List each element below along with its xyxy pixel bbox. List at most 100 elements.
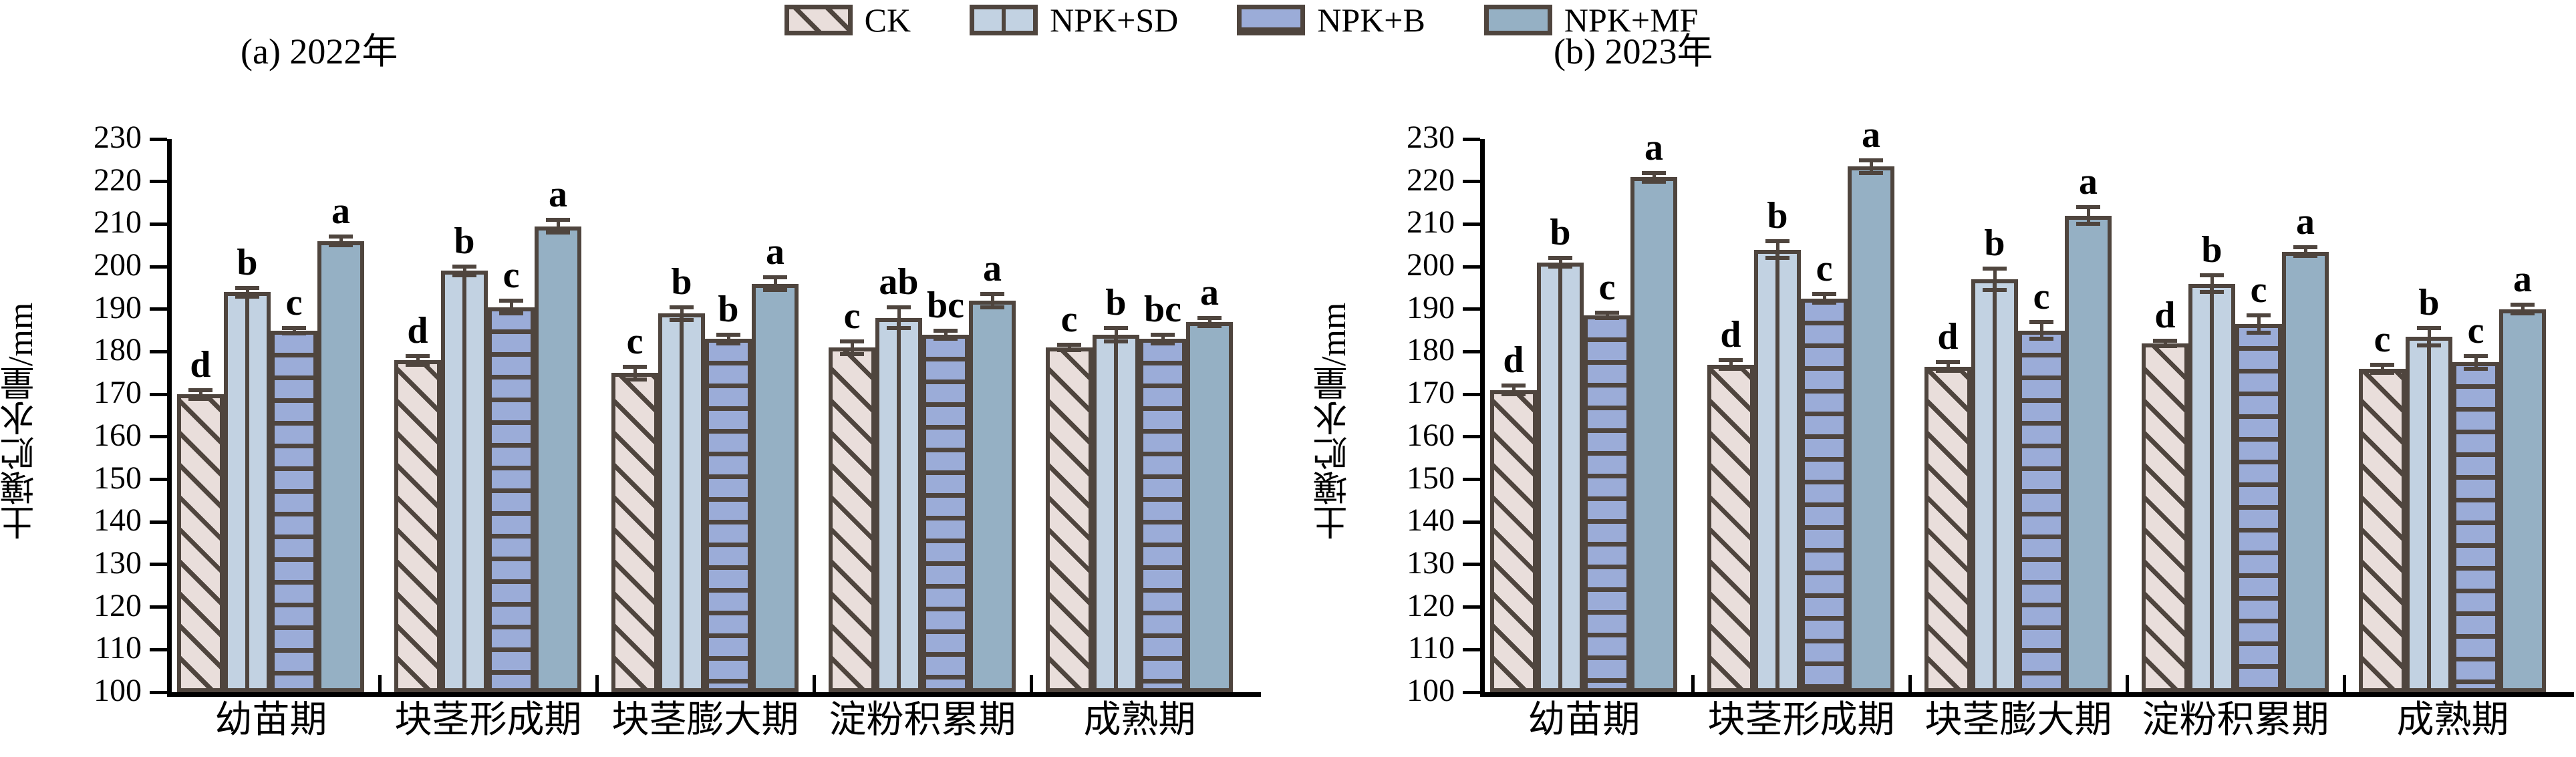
error-bar-cap	[1936, 369, 1960, 373]
significance-letter: a	[331, 190, 350, 233]
bar-npk-b--b-2023--cat1	[1584, 315, 1630, 692]
error-bar	[462, 267, 466, 275]
error-bar-cap	[1595, 316, 1619, 321]
y-tick	[150, 307, 167, 311]
y-tick	[150, 647, 167, 651]
error-bar	[1729, 360, 1733, 369]
y-tick	[1463, 647, 1480, 651]
error-bar	[1822, 294, 1826, 303]
y-tick	[1463, 563, 1480, 567]
y-tick	[1463, 307, 1480, 311]
y-tick	[1463, 137, 1480, 141]
significance-letter: c	[2467, 309, 2484, 351]
error-bar-cap	[499, 299, 523, 303]
y-tick-label: 220	[1407, 162, 1455, 198]
error-bar-cap	[716, 332, 740, 337]
legend-swatch-npk-b	[1237, 5, 1306, 35]
x-category-label: 幼苗期	[214, 700, 327, 741]
error-bar-cap	[2417, 326, 2441, 331]
bar-ck--a-2022--cat5	[1046, 347, 1093, 692]
error-bar-cap	[1983, 288, 2007, 293]
significance-letter: d	[1503, 339, 1524, 382]
error-bar-cap	[887, 326, 911, 331]
y-tick	[1463, 478, 1480, 482]
y-tick-label: 140	[94, 502, 142, 539]
error-bar-cap	[2247, 313, 2271, 318]
legend-item-npk-b: NPK+B	[1237, 3, 1425, 37]
error-bar	[1114, 328, 1118, 341]
y-tick-label: 230	[1407, 120, 1455, 155]
y-tick-label: 130	[1407, 545, 1455, 581]
error-bar-cap	[499, 311, 523, 316]
y-tick-label: 180	[94, 332, 142, 368]
error-bar-cap	[623, 364, 647, 369]
significance-letter: d	[407, 309, 428, 351]
panel-title-2023: (b) 2023年	[1554, 31, 1713, 71]
error-bar-cap	[2076, 204, 2100, 209]
bar-npk-mf--a-2022--cat4	[969, 301, 1016, 692]
error-bar-cap	[1501, 392, 1526, 397]
bar-ck--a-2022--cat3	[611, 373, 658, 692]
bar-npk-mf--a-2022--cat5	[1186, 321, 1233, 692]
error-bar	[1652, 172, 1656, 182]
bar-npk-b--a-2022--cat4	[922, 335, 969, 692]
plot-area-2022: 100 110 120 130 140 150 160 170 180 190 200 210 220 2…	[94, 122, 1261, 739]
significance-letter: b	[1550, 212, 1571, 254]
y-tick-label: 150	[1407, 460, 1455, 496]
y-tick-label: 150	[94, 460, 142, 496]
y-tick	[1463, 222, 1480, 226]
error-bar	[680, 307, 684, 320]
bar-ck--a-2022--cat1	[177, 394, 224, 692]
error-bar-cap	[980, 292, 1004, 297]
error-bar	[292, 327, 296, 333]
error-bar-cap	[1765, 256, 1790, 261]
error-bar-cap	[235, 294, 259, 299]
error-bar	[633, 366, 637, 380]
y-tick	[1463, 392, 1480, 396]
bar-npk-sd--b-2023--cat1	[1537, 262, 1584, 692]
error-bar-cap	[188, 396, 212, 401]
error-bar	[1512, 386, 1516, 395]
y-tick	[150, 690, 167, 694]
error-bar-cap	[2464, 353, 2488, 358]
y-tick	[1463, 690, 1480, 694]
y-tick	[150, 563, 167, 567]
bar-npk-sd--a-2022--cat4	[875, 317, 922, 692]
significance-letter: a	[1862, 114, 1880, 156]
bar-npk-b--a-2022--cat5	[1139, 339, 1186, 692]
y-tick	[150, 605, 167, 609]
error-bar-cap	[1812, 292, 1836, 297]
error-bar-cap	[1548, 256, 1572, 261]
error-bar-cap	[763, 288, 787, 293]
significance-letter: b	[237, 241, 258, 283]
error-bar-cap	[1151, 332, 1175, 337]
error-bar	[245, 287, 249, 297]
significance-letter: b	[1105, 282, 1127, 324]
y-tick	[150, 349, 167, 353]
error-bar-cap	[2076, 222, 2100, 226]
significance-letter: a	[2513, 259, 2532, 301]
error-bar	[990, 294, 994, 307]
error-bar	[1207, 317, 1211, 327]
error-bar-cap	[623, 377, 647, 382]
error-bar-cap	[406, 353, 430, 358]
error-bar-cap	[1765, 239, 1790, 243]
bar-npk-b--b-2023--cat5	[2452, 362, 2499, 692]
legend-item-npk-sd: NPK+SD	[970, 3, 1178, 37]
bar-npk-sd--a-2022--cat2	[441, 271, 488, 692]
y-tick	[150, 478, 167, 482]
y-tick-label: 100	[94, 673, 142, 708]
bar-ck--b-2023--cat1	[1490, 390, 1537, 692]
y-tick-label: 200	[94, 247, 142, 283]
error-bar	[2210, 275, 2214, 293]
x-category-label: 块茎膨大期	[611, 700, 799, 741]
error-bar-cap	[670, 317, 694, 322]
y-tick	[1463, 349, 1480, 353]
error-bar-cap	[840, 351, 864, 356]
y-tick	[1463, 520, 1480, 524]
legend-label: NPK+B	[1317, 1, 1425, 39]
error-bar	[339, 237, 343, 246]
bar-npk-mf--a-2022--cat2	[535, 226, 581, 692]
error-bar	[1558, 258, 1562, 267]
y-tick-label: 160	[94, 417, 142, 453]
